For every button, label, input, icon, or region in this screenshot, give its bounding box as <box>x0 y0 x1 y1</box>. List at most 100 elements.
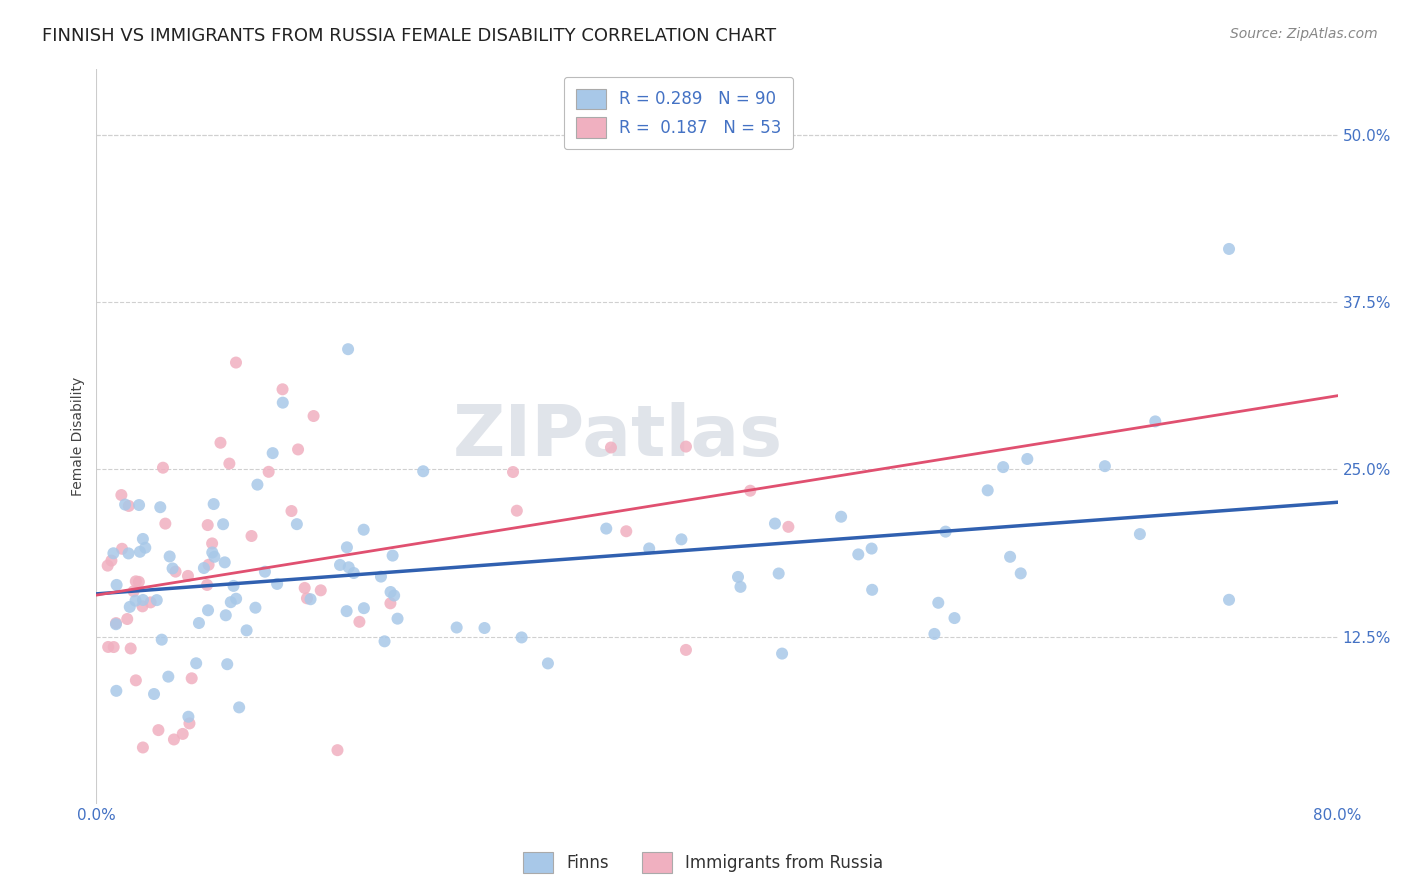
Point <box>309 583 332 598</box>
Point <box>353 523 375 537</box>
Point <box>201 536 224 550</box>
Point <box>998 549 1021 564</box>
Point <box>97 640 120 654</box>
Point <box>132 740 155 755</box>
Point <box>727 570 749 584</box>
Point <box>197 558 219 572</box>
Point <box>110 488 132 502</box>
Point <box>165 565 187 579</box>
Point <box>943 611 966 625</box>
Point <box>193 561 215 575</box>
Point <box>1129 527 1152 541</box>
Legend: R = 0.289   N = 90, R =  0.187   N = 53: R = 0.289 N = 90, R = 0.187 N = 53 <box>564 77 793 149</box>
Point <box>1017 452 1039 467</box>
Point <box>595 522 617 536</box>
Point <box>163 732 186 747</box>
Point <box>927 596 949 610</box>
Point <box>172 727 194 741</box>
Point <box>180 671 202 685</box>
Point <box>830 509 852 524</box>
Text: Source: ZipAtlas.com: Source: ZipAtlas.com <box>1230 27 1378 41</box>
Point <box>380 596 402 610</box>
Y-axis label: Female Disability: Female Disability <box>72 376 86 496</box>
Point <box>778 520 800 534</box>
Point <box>122 584 145 599</box>
Point <box>149 500 172 515</box>
Point <box>924 627 946 641</box>
Point <box>294 581 316 595</box>
Point <box>187 615 209 630</box>
Point <box>768 566 790 581</box>
Point <box>502 465 524 479</box>
Point <box>124 593 146 607</box>
Point <box>186 657 208 671</box>
Point <box>600 441 623 455</box>
Point <box>132 532 155 546</box>
Point <box>262 446 284 460</box>
Point <box>381 549 404 563</box>
Point <box>128 498 150 512</box>
Point <box>446 620 468 634</box>
Point <box>117 546 139 560</box>
Point <box>131 599 153 614</box>
Point <box>387 612 409 626</box>
Point <box>128 574 150 589</box>
Point <box>129 545 152 559</box>
Point <box>125 574 148 589</box>
Point <box>730 580 752 594</box>
Point <box>343 566 366 580</box>
Point <box>675 440 697 454</box>
Point <box>370 569 392 583</box>
Point <box>253 565 276 579</box>
Point <box>245 600 267 615</box>
Point <box>353 601 375 615</box>
Point <box>257 465 280 479</box>
Point <box>380 585 402 599</box>
Point <box>336 541 359 555</box>
Point <box>1218 592 1240 607</box>
Point <box>105 683 128 698</box>
Point <box>215 608 238 623</box>
Point <box>152 460 174 475</box>
Text: ZIPatlas: ZIPatlas <box>453 401 783 471</box>
Point <box>111 541 134 556</box>
Point <box>976 483 998 498</box>
Point <box>120 641 142 656</box>
Point <box>860 541 883 556</box>
Point <box>506 504 529 518</box>
Point <box>179 716 201 731</box>
Point <box>474 621 496 635</box>
Point <box>97 558 120 573</box>
Point <box>104 617 127 632</box>
Point <box>218 457 240 471</box>
Point <box>271 395 294 409</box>
Point <box>860 582 883 597</box>
Point <box>159 549 181 564</box>
Point <box>103 640 125 654</box>
Point <box>336 604 359 618</box>
Legend: Finns, Immigrants from Russia: Finns, Immigrants from Russia <box>516 846 890 880</box>
Point <box>1218 242 1240 256</box>
Point <box>105 616 128 631</box>
Point <box>846 548 869 562</box>
Point <box>197 518 219 533</box>
Point <box>219 595 242 609</box>
Point <box>148 723 170 738</box>
Point <box>222 579 245 593</box>
Point <box>374 634 396 648</box>
Point <box>118 599 141 614</box>
Point <box>285 517 308 532</box>
Point <box>675 643 697 657</box>
Point <box>382 589 405 603</box>
Point <box>217 657 239 672</box>
Point <box>157 670 180 684</box>
Point <box>209 435 232 450</box>
Point <box>1144 414 1167 428</box>
Point <box>125 673 148 688</box>
Point <box>614 524 637 539</box>
Point <box>132 593 155 607</box>
Point <box>337 342 360 356</box>
Point <box>671 533 693 547</box>
Point <box>763 516 786 531</box>
Point <box>105 578 128 592</box>
